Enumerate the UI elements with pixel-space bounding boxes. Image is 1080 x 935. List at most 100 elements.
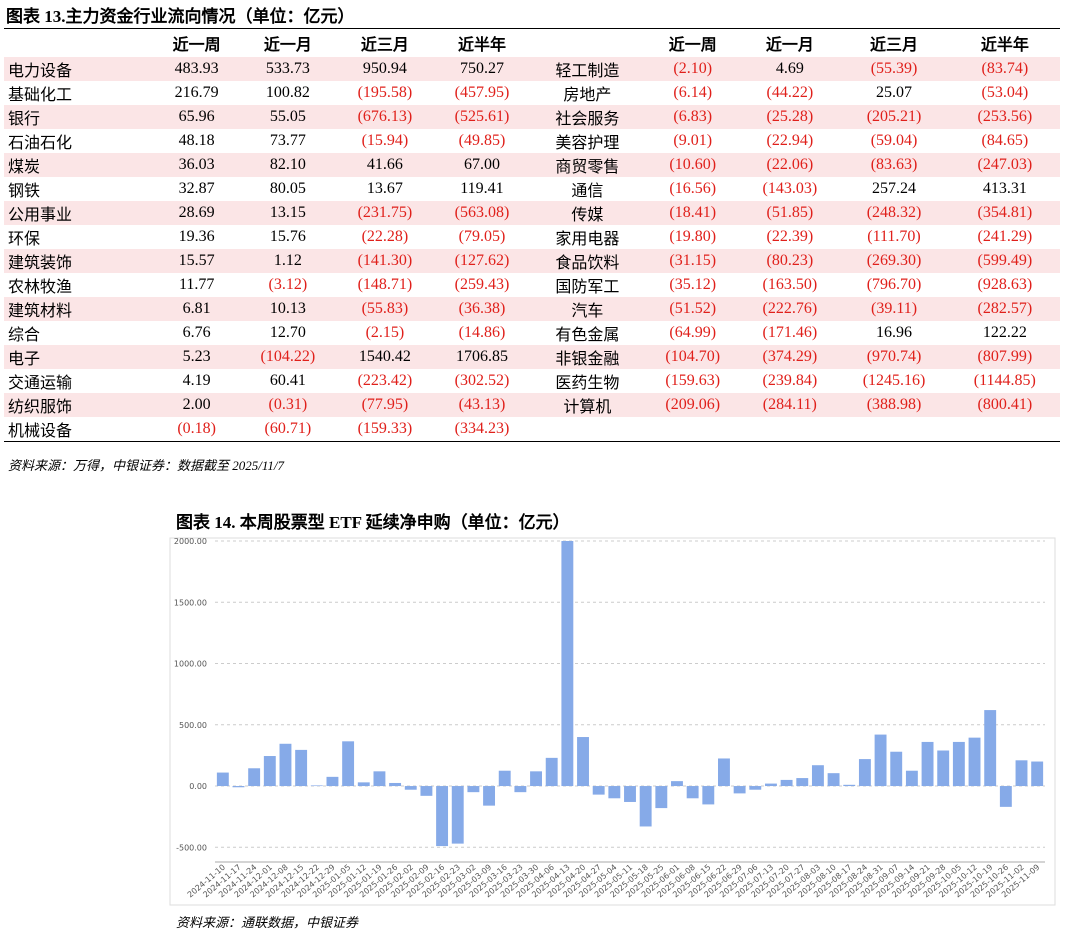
table-cell: (148.71) <box>357 276 413 293</box>
bar <box>483 786 496 806</box>
table-cell: (0.18) <box>177 420 216 437</box>
bar <box>232 786 245 788</box>
table-cell: (22.39) <box>766 228 814 245</box>
bar <box>342 741 355 787</box>
table-cell: (22.06) <box>741 153 839 177</box>
bar <box>999 786 1012 807</box>
table-row: 基础化工 216.79 100.82 (195.58) (457.95) 房地产 (6.14… <box>4 81 1060 105</box>
bar <box>561 541 574 787</box>
table-cell: (36.38) <box>433 297 531 321</box>
table-cell: (18.41) <box>644 201 742 225</box>
table-cell: 5.23 <box>154 345 240 369</box>
table-cell: (457.95) <box>454 84 510 101</box>
table-cell: (6.14) <box>673 84 713 101</box>
table-cell: 65.96 <box>154 105 240 129</box>
bar <box>357 782 370 787</box>
header-cell: 近半年 <box>457 37 506 54</box>
table-cell: (49.85) <box>458 132 506 149</box>
bar <box>1015 760 1028 787</box>
header-cell: 近半年 <box>980 37 1029 54</box>
table-cell: (25.28) <box>741 105 839 129</box>
bar <box>498 770 511 787</box>
table-cell: (302.52) <box>454 372 510 389</box>
table-cell: 15.76 <box>269 228 306 245</box>
table-row: 交通运输 4.19 60.41 (223.42) (302.52) 医药生物 (159.63… <box>4 369 1060 393</box>
table-cell: (64.99) <box>669 324 717 341</box>
table-cell: 15.57 <box>154 249 240 273</box>
table-cell: (104.22) <box>239 345 337 369</box>
table-cell: 交通运输 <box>8 375 73 392</box>
table-cell: (2.10) <box>644 57 742 81</box>
table-cell: 19.36 <box>178 228 215 245</box>
table-cell: (354.81) <box>949 201 1060 225</box>
table-cell: (51.85) <box>741 201 839 225</box>
table-cell: 67.00 <box>433 153 531 177</box>
table-cell: (16.56) <box>669 180 717 197</box>
table-cell: 纺织服饰 <box>4 393 154 417</box>
table-cell: 60.41 <box>269 372 306 389</box>
table-cell: (141.30) <box>336 249 434 273</box>
bar <box>843 784 856 787</box>
bar <box>404 786 417 790</box>
table-cell: 计算机 <box>530 393 645 417</box>
bar <box>874 734 887 787</box>
table-cell: (248.32) <box>838 201 950 225</box>
bar <box>702 786 715 805</box>
table-cell: 16.96 <box>876 324 913 341</box>
bar <box>295 749 308 787</box>
table-cell: (599.49) <box>949 249 1060 273</box>
bar <box>545 757 558 787</box>
bar <box>624 786 636 802</box>
table-cell: 家用电器 <box>555 231 620 248</box>
table-row: 公用事业 28.69 13.15 (231.75) (563.08) 传媒 (18.41)(… <box>4 201 1060 225</box>
table-cell: (55.83) <box>336 297 434 321</box>
table-cell: (1144.85) <box>973 372 1036 389</box>
table-cell: 32.87 <box>178 180 215 197</box>
table-title: 图表 13.主力资金行业流向情况（单位：亿元） <box>6 7 355 26</box>
table-row: 石油石化 48.18 73.77 (15.94) (49.85) 美容护理 (9.01) (2… <box>4 129 1060 153</box>
table-cell: 4.19 <box>182 372 211 389</box>
bar <box>905 770 918 787</box>
table-cell: (79.05) <box>458 228 506 245</box>
table-cell: 82.10 <box>239 153 337 177</box>
table-cell: 73.77 <box>269 132 306 149</box>
table-cell: (3.12) <box>268 276 308 293</box>
table-cell: (104.70) <box>644 345 742 369</box>
bar <box>937 750 950 787</box>
table-cell: (22.94) <box>766 132 814 149</box>
table-cell: (35.12) <box>669 276 717 293</box>
table-cell: 通信 <box>571 183 604 200</box>
table-cell: 13.15 <box>239 201 337 225</box>
table-cell: (970.74) <box>838 345 950 369</box>
table-cell: 食品饮料 <box>530 249 645 273</box>
table-cell: (84.65) <box>981 132 1029 149</box>
table-cell: (374.29) <box>741 345 839 369</box>
table-row: 综合 6.76 12.70 (2.15) (14.86) 有色金属 (64.99) (171.… <box>4 321 1060 345</box>
table-cell: 传媒 <box>530 201 645 225</box>
table-cell: 基础化工 <box>8 87 73 104</box>
table-cell: (388.98) <box>838 393 950 417</box>
table-cell: 轻工制造 <box>530 57 645 81</box>
header-cell: 近三月 <box>870 37 919 54</box>
table-cell: (10.60) <box>644 153 742 177</box>
table-cell: (19.80) <box>669 228 717 245</box>
table-cell: 55.05 <box>239 105 337 129</box>
table-cell: 950.94 <box>336 57 434 81</box>
table-cell: (53.04) <box>981 84 1029 101</box>
bar <box>858 759 871 787</box>
table-cell: (247.03) <box>949 153 1060 177</box>
table-cell: (159.33) <box>357 420 413 437</box>
table-row: 建筑装饰 15.57 1.12 (141.30) (127.62) 食品饮料 (31.15)… <box>4 249 1060 273</box>
table-cell: 煤炭 <box>4 153 154 177</box>
table-cell: 6.81 <box>154 297 240 321</box>
table-cell: 电子 <box>4 345 154 369</box>
bar <box>780 779 793 787</box>
header-cell: 近三月 <box>360 37 409 54</box>
bar <box>968 737 981 787</box>
table-cell: 750.27 <box>433 57 531 81</box>
table-cell: (44.22) <box>766 84 814 101</box>
table-cell: 环保 <box>8 231 41 248</box>
table-cell: (282.57) <box>949 297 1060 321</box>
y-tick-label: -500.00 <box>176 843 207 852</box>
table-cell: (2.15) <box>365 324 405 341</box>
